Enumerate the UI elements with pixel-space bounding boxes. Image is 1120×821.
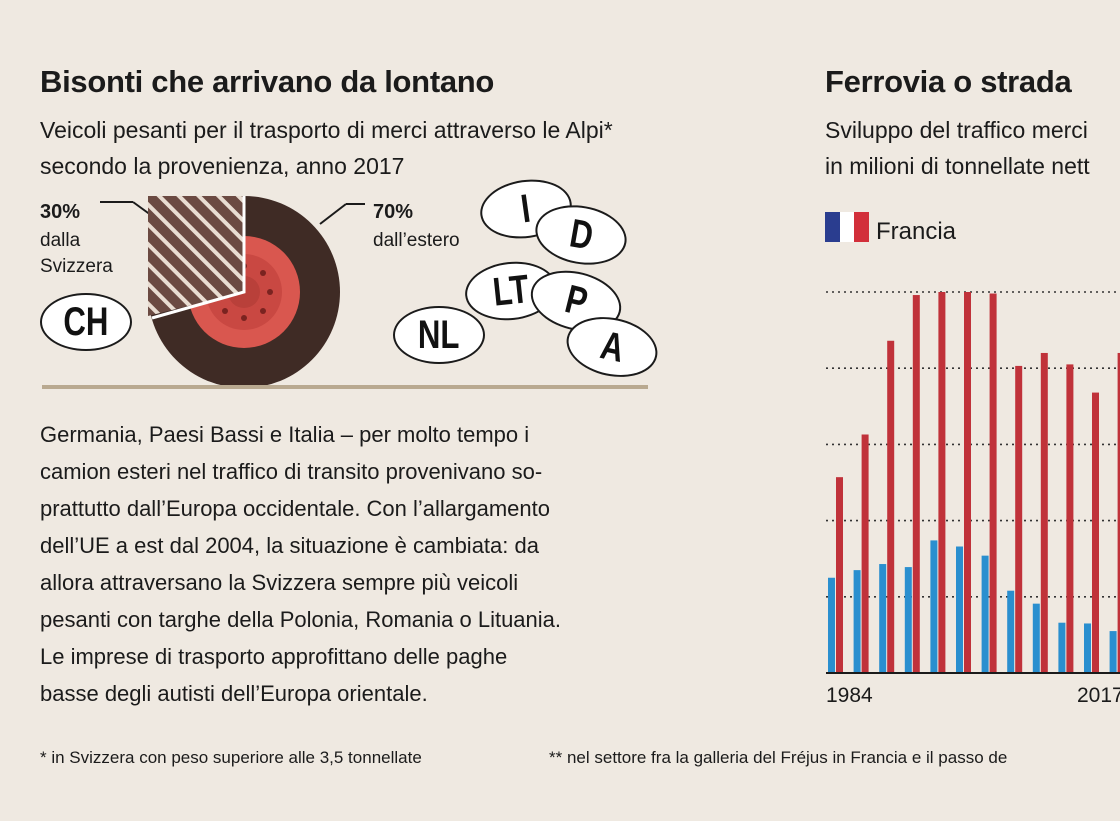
- rail-bar: [930, 540, 938, 673]
- rail-bar: [1032, 603, 1040, 673]
- road-bar: [1015, 365, 1023, 673]
- body-paragraph: Germania, Paesi Bassi e Italia – per mol…: [40, 416, 680, 712]
- paragraph-line: pesanti con targhe della Polonia, Romani…: [40, 607, 562, 632]
- paragraph-line: allora attraversano la Svizzera sempre p…: [40, 570, 519, 595]
- x-tick-label: 1984: [826, 684, 873, 707]
- france-flag-icon: [825, 212, 869, 242]
- plate-nl: NL: [393, 306, 485, 364]
- road-bar: [1040, 352, 1048, 673]
- chart-gridlines: [826, 291, 1120, 598]
- tire-illustration: [42, 196, 648, 389]
- x-tick-label: 2017: [1077, 684, 1120, 707]
- rail-bar: [904, 567, 912, 673]
- rail-bar: [1058, 622, 1066, 673]
- swiss-share-slice: [148, 196, 244, 316]
- paragraph-line: Germania, Paesi Bassi e Italia – per mol…: [40, 422, 530, 447]
- rail-bar: [879, 564, 887, 673]
- swiss-share-label-1: dalla: [40, 230, 81, 251]
- right-title: Ferrovia o strada: [825, 64, 1072, 99]
- road-bar: [989, 293, 997, 673]
- foreign-leader-line-diag: [319, 203, 347, 225]
- road-bar: [1092, 392, 1099, 673]
- road-bar: [861, 434, 869, 673]
- rail-bar: [828, 577, 835, 673]
- plate-ch: CH: [40, 293, 132, 351]
- foreign-share-label: dall’estero: [373, 230, 460, 251]
- rail-bar: [1109, 631, 1117, 673]
- road-bar: [912, 295, 920, 673]
- road-bar: [887, 340, 895, 673]
- left-subtitle-line1: Veicoli pesanti per il trasporto di merc…: [40, 117, 613, 143]
- rail-bar: [1007, 590, 1015, 673]
- freight-bar-chart: 1984 2017: [826, 291, 1120, 707]
- slice-border: [151, 196, 246, 320]
- chart-bars: [828, 292, 1120, 673]
- foreign-share-pct: 70%: [373, 201, 414, 223]
- road-bar: [836, 477, 843, 673]
- paragraph-line: dell’UE a est dal 2004, la situazione è …: [40, 533, 539, 558]
- road-bar: [1066, 364, 1074, 673]
- right-subtitle-line2: in milioni di tonnellate nett: [825, 153, 1090, 179]
- road-bar: [964, 292, 971, 673]
- left-title: Bisonti che arrivano da lontano: [40, 64, 495, 99]
- paragraph-line: basse degli autisti dell’Europa oriental…: [40, 681, 428, 706]
- ground-line: [42, 385, 648, 389]
- swiss-share-label-2: Svizzera: [40, 256, 113, 277]
- paragraph-line: prattutto dall’Europa occidentale. Con l…: [40, 496, 550, 521]
- rail-bar: [956, 546, 963, 673]
- rail-bar: [853, 570, 861, 673]
- rail-bar: [1084, 623, 1091, 673]
- paragraph-line: Le imprese di trasporto approfittano del…: [40, 644, 508, 669]
- paragraph-line: camion esteri nel traffico di transito p…: [40, 459, 543, 484]
- road-bar: [1117, 352, 1120, 673]
- right-subtitle-line1: Sviluppo del traffico merci: [825, 117, 1088, 143]
- swiss-share-pct: 30%: [40, 201, 81, 223]
- right-footnote: ** nel settore fra la galleria del Fréju…: [549, 748, 1008, 767]
- left-subtitle-line2: secondo la provenienza, anno 2017: [40, 153, 405, 179]
- rail-bar: [981, 555, 989, 673]
- road-bar: [938, 292, 946, 673]
- left-footnote: * in Svizzera con peso superiore alle 3,…: [40, 748, 422, 767]
- legend-country-label: Francia: [876, 218, 957, 245]
